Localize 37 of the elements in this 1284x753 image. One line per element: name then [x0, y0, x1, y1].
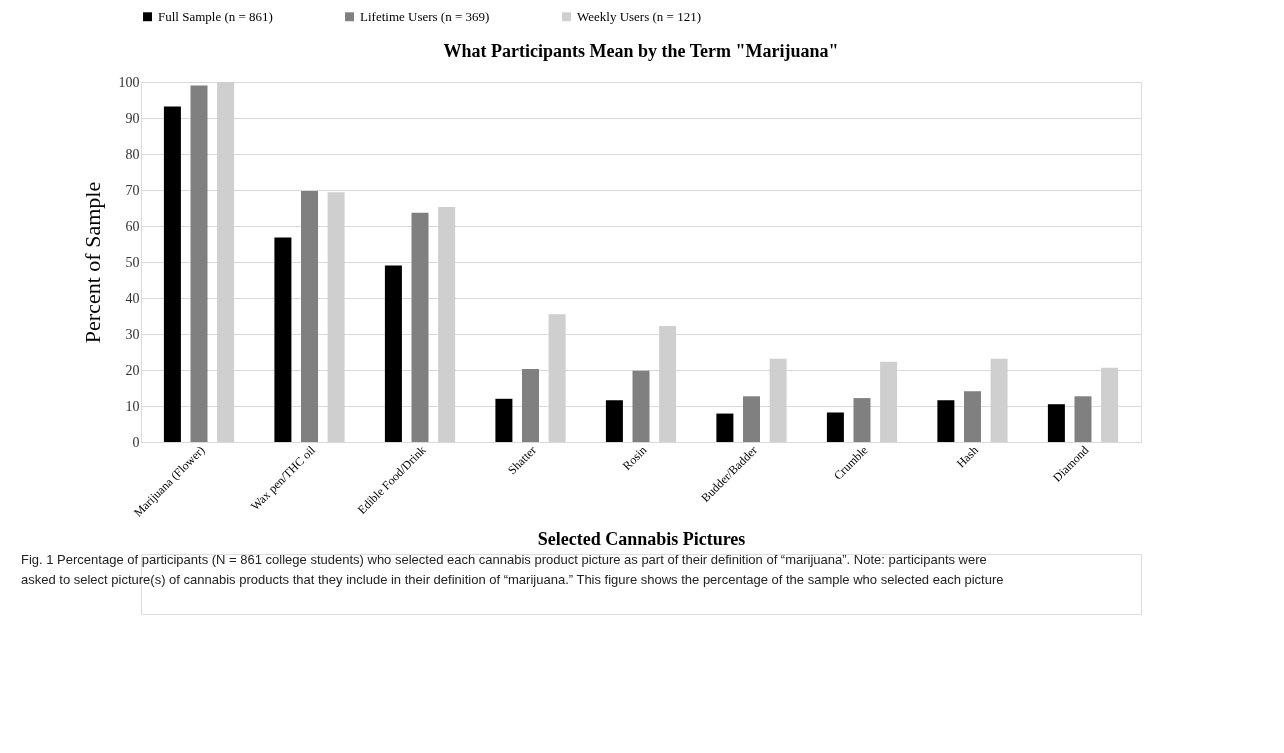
bar	[301, 191, 319, 442]
y-tick-label: 30	[125, 326, 140, 342]
y-tick-label: 60	[125, 218, 140, 234]
caption: Fig. 1 Percentage of participants (N = 861 college students) who selected each cannabis product picture as part of their definition of “marijuana”. Note: participants were asked to select picture(s) of cannabis products that they include in their definition of “marijuana.” This figure shows the percentage of the sample who selected each picture	[21, 552, 1004, 587]
y-axis-title: Percent of Sample	[79, 181, 105, 344]
legend-label: Full Sample (n = 861)	[158, 8, 273, 24]
bar	[937, 400, 955, 442]
bar	[632, 370, 650, 442]
bar	[716, 413, 734, 442]
y-tick-label: 50	[125, 254, 140, 270]
bar	[963, 391, 981, 442]
x-axis-title: Selected Cannabis Pictures	[537, 528, 746, 549]
bar	[274, 237, 292, 442]
y-tick-label: 90	[125, 110, 140, 126]
legend-label: Weekly Users (n = 121)	[577, 8, 701, 24]
bar	[743, 396, 760, 442]
bar	[163, 106, 181, 442]
y-tick-label: 20	[125, 362, 140, 378]
y-tick-label: 70	[125, 182, 140, 198]
bar	[495, 398, 513, 442]
bar	[411, 212, 429, 442]
bar	[1047, 404, 1065, 442]
y-tick-label: 40	[125, 290, 140, 306]
y-tick-label: 0	[132, 434, 140, 450]
bar	[384, 265, 402, 442]
bar	[522, 368, 539, 442]
chart-title: What Participants Mean by the Term "Marijuana"	[443, 41, 839, 61]
y-tick-label: 100	[118, 74, 140, 90]
y-tick-label: 80	[125, 146, 140, 162]
bar	[1074, 396, 1092, 442]
bar	[853, 398, 871, 442]
bar	[605, 400, 623, 442]
x-tick-label: Hash	[953, 443, 981, 471]
bar	[190, 85, 208, 442]
legend-label: Lifetime Users (n = 369)	[360, 8, 490, 24]
y-tick-label: 10	[125, 398, 140, 414]
bar	[826, 412, 844, 442]
